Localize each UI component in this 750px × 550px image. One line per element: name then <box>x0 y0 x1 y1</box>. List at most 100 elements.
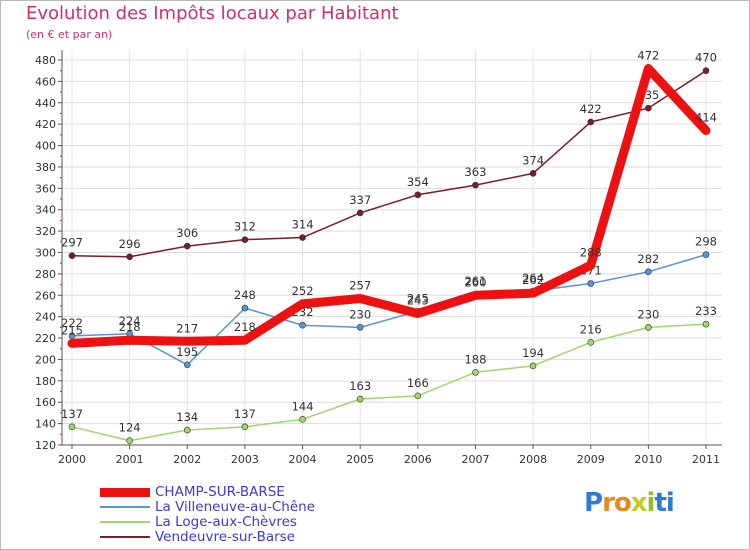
y-tick-label: 480 <box>35 54 56 67</box>
data-label: 414 <box>695 111 717 125</box>
data-point <box>356 395 364 403</box>
data-label: 217 <box>176 321 198 335</box>
x-tick-label: 2006 <box>404 453 432 466</box>
data-point <box>68 252 76 260</box>
data-point <box>472 368 479 376</box>
data-label: 257 <box>349 278 371 292</box>
data-label: 137 <box>234 407 256 421</box>
data-label: 252 <box>292 284 314 298</box>
y-tick-label: 160 <box>35 396 56 409</box>
series-line <box>71 323 707 442</box>
data-label: 296 <box>119 237 141 251</box>
legend-swatch <box>100 536 150 538</box>
data-point <box>529 170 537 177</box>
data-label: 134 <box>176 410 198 424</box>
x-tick-label: 2001 <box>116 453 144 466</box>
y-tick-label: 460 <box>35 75 56 88</box>
data-label: 298 <box>695 235 717 249</box>
data-label: 363 <box>464 165 486 179</box>
x-tick-label: 2010 <box>634 453 662 466</box>
data-point <box>529 362 537 370</box>
data-label: 166 <box>407 376 429 390</box>
data-point <box>241 423 249 431</box>
y-tick-label: 400 <box>35 140 56 153</box>
data-point <box>587 280 595 287</box>
data-point <box>472 181 479 189</box>
data-point <box>299 416 306 423</box>
y-tick-label: 280 <box>35 268 56 281</box>
y-tick-label: 220 <box>35 332 56 345</box>
data-point <box>645 104 652 112</box>
chart-subtitle: (en € et par an) <box>26 28 113 41</box>
data-label: 282 <box>637 252 659 266</box>
data-label: 314 <box>292 218 314 232</box>
data-point <box>702 251 710 258</box>
legend-label: La Loge-aux-Chèvres <box>155 514 297 530</box>
x-tick-label: 2003 <box>231 453 259 466</box>
data-point <box>356 209 364 217</box>
y-tick-label: 300 <box>35 247 56 260</box>
legend-swatch <box>100 488 150 497</box>
x-tick-label: 2011 <box>692 453 720 466</box>
data-label: 124 <box>119 421 141 435</box>
chart-title: Evolution des Impôts locaux par Habitant <box>26 3 399 24</box>
data-label: 261 <box>464 274 486 288</box>
y-tick-label: 420 <box>35 118 56 131</box>
data-point <box>587 339 595 346</box>
series-line <box>67 64 711 348</box>
series-line <box>71 253 707 366</box>
data-point <box>356 324 364 331</box>
data-point <box>299 321 306 329</box>
data-point <box>183 361 191 369</box>
legend-swatch <box>100 521 150 523</box>
data-label: 260 <box>464 275 486 289</box>
data-label: 472 <box>637 49 659 63</box>
data-point <box>702 67 710 74</box>
data-label: 248 <box>234 288 256 302</box>
legend-item: La Villeneuve-au-Chêne <box>100 499 360 515</box>
data-point <box>183 242 191 250</box>
chart-legend: CHAMP-SUR-BARSE La Villeneuve-au-Chêne L… <box>100 484 360 545</box>
x-tick-label: 2007 <box>461 453 489 466</box>
y-tick-label: 180 <box>35 375 56 388</box>
y-tick-label: 320 <box>35 225 56 238</box>
data-point <box>645 268 652 276</box>
data-label: 218 <box>234 320 256 334</box>
proxiti-logo: Proxiti <box>584 488 675 518</box>
data-point <box>241 304 249 312</box>
x-tick-label: 2004 <box>289 453 317 466</box>
y-tick-label: 440 <box>35 97 56 110</box>
data-label: 218 <box>119 320 141 334</box>
y-tick-label: 240 <box>35 311 56 324</box>
data-label: 224 <box>119 314 141 328</box>
data-point <box>587 118 595 126</box>
data-label: 233 <box>695 304 717 318</box>
data-label: 230 <box>349 307 371 321</box>
data-point <box>183 426 191 434</box>
data-label: 216 <box>580 322 602 336</box>
data-label: 470 <box>695 51 717 65</box>
data-label: 262 <box>522 273 544 287</box>
data-label: 243 <box>407 293 429 307</box>
legend-label: CHAMP-SUR-BARSE <box>155 484 285 500</box>
data-label: 422 <box>580 102 602 116</box>
y-tick-label: 260 <box>35 289 56 302</box>
y-tick-label: 120 <box>35 439 56 452</box>
data-label: 306 <box>176 226 198 240</box>
data-point <box>414 392 422 400</box>
data-label: 264 <box>522 271 544 285</box>
data-label: 297 <box>61 236 83 250</box>
y-tick-label: 340 <box>35 204 56 217</box>
y-tick-label: 140 <box>35 418 56 431</box>
legend-item: CHAMP-SUR-BARSE <box>100 484 360 500</box>
data-label: 337 <box>349 193 371 207</box>
data-point <box>414 191 422 199</box>
y-tick-label: 360 <box>35 182 56 195</box>
y-tick-label: 380 <box>35 161 56 174</box>
data-point <box>68 423 76 431</box>
data-point <box>126 253 133 261</box>
data-label: 245 <box>407 291 429 305</box>
x-tick-label: 2009 <box>577 453 605 466</box>
